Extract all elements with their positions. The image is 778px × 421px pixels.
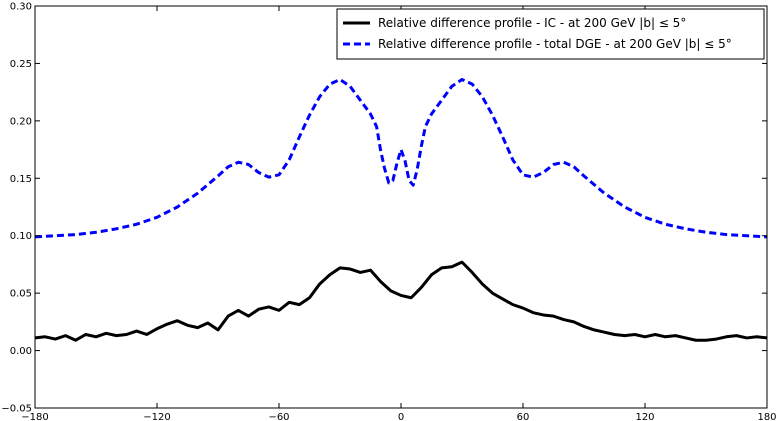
plot-area: [35, 6, 767, 408]
x-tick-label: 0: [398, 412, 404, 421]
y-tick-label: 0.20: [10, 116, 32, 127]
y-tick-label: −0.05: [1, 404, 32, 415]
y-tick-label: 0.30: [10, 2, 32, 13]
legend-label-2: Relative difference profile - total DGE …: [378, 37, 732, 51]
x-tick-label: 180: [757, 412, 776, 421]
y-tick-label: 0.05: [10, 289, 32, 300]
y-tick-label: 0.25: [10, 59, 32, 70]
y-tick-label: 0.10: [10, 231, 32, 242]
x-tick-label: 120: [635, 412, 654, 421]
legend: Relative difference profile - IC - at 20…: [336, 8, 765, 60]
x-tick-label: −60: [268, 412, 289, 421]
y-tick-label: 0.00: [10, 346, 32, 357]
legend-box: [336, 8, 765, 60]
x-tick-label: 60: [517, 412, 530, 421]
plot-background: [35, 6, 767, 408]
series-line-2: [35, 78, 767, 239]
x-tick-label: −180: [21, 412, 48, 421]
series-layer: [35, 78, 767, 342]
legend-label-1: Relative difference profile - IC - at 20…: [378, 16, 686, 30]
series-line-1: [35, 260, 767, 342]
x-tick-label: −120: [143, 412, 170, 421]
y-tick-label: 0.15: [10, 174, 32, 185]
